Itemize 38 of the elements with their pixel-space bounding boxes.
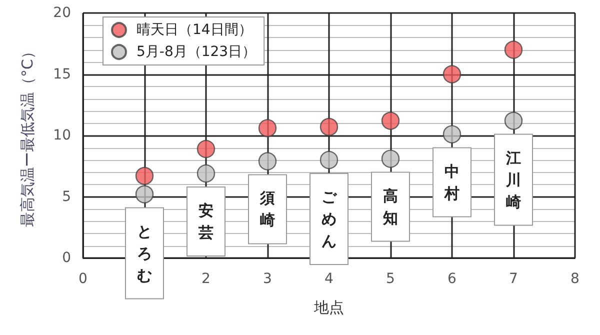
point [135, 185, 154, 204]
point [442, 65, 462, 84]
y-axis-title: 最高気温ー最低気温（°C） [18, 44, 36, 227]
point [196, 140, 216, 158]
x-tick-label: 4 [324, 271, 334, 287]
point [504, 40, 523, 59]
point [320, 118, 338, 136]
annotation: 江川崎 [505, 148, 521, 211]
point [320, 150, 338, 170]
annotation: ごめん [322, 188, 338, 250]
x-tick-label: 5 [386, 271, 395, 287]
y-tick-label: 10 [53, 128, 71, 144]
x-tick-label: 7 [509, 271, 518, 287]
point [442, 125, 462, 144]
x-tick-label: 0 [78, 271, 88, 287]
x-axis-title: 地点 [313, 298, 344, 316]
annotation: とろむ [137, 222, 152, 284]
y-tick-label: 5 [62, 188, 71, 205]
annotation: 中村 [444, 162, 460, 202]
y-tick-label: 20 [53, 5, 71, 21]
x-tick-label: 6 [448, 271, 457, 287]
point [504, 112, 523, 130]
x-tick-label: 2 [202, 271, 210, 287]
legend-label: 5月-8月（123日） [136, 44, 256, 60]
point [196, 164, 216, 183]
annotation: 安芸 [198, 201, 214, 242]
x-tick-label: 8 [570, 271, 580, 287]
point [258, 119, 277, 138]
y-tick-label: 0 [62, 250, 71, 266]
point [258, 152, 277, 170]
y-tick-label: 15 [53, 66, 71, 82]
legend-label: 晴天日（14日間） [136, 22, 252, 38]
point [381, 150, 400, 168]
annotation: 須崎 [259, 189, 275, 230]
x-tick-label: 3 [263, 271, 272, 287]
annotation: 高知 [382, 186, 398, 227]
point [381, 112, 400, 130]
point [135, 166, 154, 186]
